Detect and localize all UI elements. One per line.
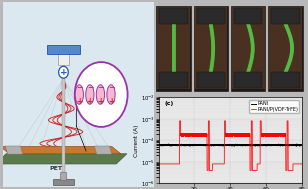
Polygon shape (0, 154, 127, 164)
FancyBboxPatch shape (47, 45, 80, 54)
FancyBboxPatch shape (157, 7, 190, 89)
PANI/P(VDF-TrFE) (297, 163, 301, 165)
PANI/P(VDF-TrFE) (212, 163, 216, 165)
Text: PET: PET (49, 166, 63, 171)
PANI/P(VDF-TrFE) (178, 120, 181, 122)
Polygon shape (5, 146, 23, 154)
FancyBboxPatch shape (197, 8, 225, 24)
PANI (173, 144, 177, 146)
PANI (218, 144, 222, 146)
Text: (c): (c) (164, 101, 174, 106)
Ellipse shape (86, 85, 94, 104)
FancyBboxPatch shape (271, 72, 300, 88)
PANI/P(VDF-TrFE) (157, 163, 160, 165)
PANI (212, 145, 215, 147)
FancyBboxPatch shape (53, 179, 74, 185)
FancyBboxPatch shape (268, 6, 303, 91)
FancyBboxPatch shape (234, 8, 262, 24)
FancyBboxPatch shape (58, 52, 69, 65)
Text: −: − (76, 83, 83, 92)
Ellipse shape (96, 85, 105, 104)
PANI/P(VDF-TrFE) (182, 133, 185, 135)
PANI (182, 144, 185, 146)
FancyBboxPatch shape (194, 7, 227, 89)
PANI/P(VDF-TrFE) (282, 134, 286, 136)
Text: +: + (108, 97, 114, 106)
Text: −: − (108, 83, 114, 92)
FancyBboxPatch shape (3, 2, 154, 187)
FancyBboxPatch shape (232, 7, 265, 89)
PANI (157, 144, 160, 146)
PANI/P(VDF-TrFE) (205, 169, 209, 172)
PANI/P(VDF-TrFE) (173, 163, 177, 165)
PANI (169, 145, 173, 147)
Legend: PANI, PANI/P(VDF-TrFE): PANI, PANI/P(VDF-TrFE) (249, 100, 299, 113)
PANI (297, 144, 301, 146)
Text: +: + (60, 68, 67, 77)
PANI/P(VDF-TrFE) (300, 163, 304, 165)
Polygon shape (0, 146, 121, 154)
Circle shape (59, 66, 68, 78)
Text: +: + (97, 97, 103, 106)
Text: +: + (76, 97, 83, 106)
FancyBboxPatch shape (269, 7, 302, 89)
FancyBboxPatch shape (197, 72, 225, 88)
FancyBboxPatch shape (231, 6, 265, 91)
Ellipse shape (75, 85, 83, 104)
Polygon shape (94, 146, 112, 154)
PANI (282, 144, 286, 146)
Ellipse shape (107, 85, 115, 104)
FancyBboxPatch shape (159, 72, 188, 88)
Text: −: − (87, 83, 93, 92)
Text: −: − (97, 83, 103, 92)
Circle shape (75, 62, 128, 127)
Line: PANI: PANI (159, 144, 302, 146)
FancyBboxPatch shape (62, 57, 65, 172)
FancyBboxPatch shape (156, 6, 191, 91)
PANI (300, 144, 304, 146)
FancyBboxPatch shape (194, 6, 228, 91)
Text: +: + (87, 97, 93, 106)
FancyBboxPatch shape (234, 72, 262, 88)
Line: PANI/P(VDF-TrFE): PANI/P(VDF-TrFE) (159, 121, 302, 170)
PANI (295, 143, 299, 145)
FancyBboxPatch shape (60, 172, 67, 180)
FancyBboxPatch shape (271, 8, 300, 24)
FancyBboxPatch shape (159, 8, 188, 24)
PANI/P(VDF-TrFE) (218, 163, 222, 165)
Y-axis label: Current (A): Current (A) (134, 124, 139, 156)
